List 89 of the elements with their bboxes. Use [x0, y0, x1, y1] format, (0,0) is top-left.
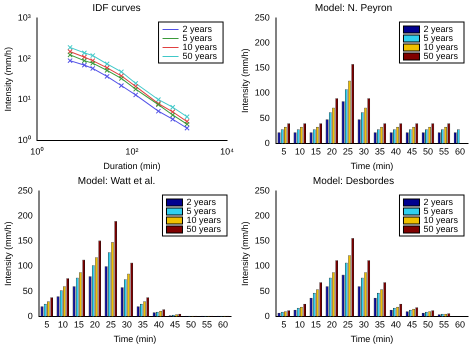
y-axis-title: Intensity (mm/h): [2, 46, 13, 112]
y-tick-label: 250: [254, 12, 270, 22]
legend-label: 5 years: [182, 32, 213, 43]
x-tick-label: 30: [358, 319, 369, 330]
x-axis-title: Time (min): [350, 161, 394, 172]
x-tick-label: 10: [294, 319, 305, 330]
x-tick-label: 15: [74, 319, 84, 330]
legend-label: 5 years: [423, 32, 454, 43]
legend-label: 5 years: [423, 206, 454, 216]
x-tick-label: 30: [358, 146, 369, 156]
chart-title: Model: Watt et al.: [78, 176, 156, 187]
legend-label: 2 years: [423, 24, 454, 34]
y-tick-label: 10¹: [18, 94, 31, 104]
legend-label: 10 years: [186, 214, 222, 225]
x-tick-label: 15: [310, 146, 321, 156]
x-axis-title: Time (min): [350, 334, 394, 344]
x-tick-label: 50: [186, 319, 196, 330]
x-tick-label: 40: [390, 319, 401, 330]
x-axis-title: Time (min): [114, 334, 156, 344]
y-axis-title: Intensity (mm/h): [240, 221, 250, 286]
y-axis-title: Intensity (mm/h): [240, 48, 250, 113]
x-tick-label: 5: [281, 146, 286, 156]
y-tick-label: 200: [254, 210, 270, 221]
x-tick-label: 20: [326, 146, 337, 156]
x-tick-label: 30: [122, 319, 132, 330]
x-tick-label: 10: [58, 319, 68, 330]
x-tick-label: 60: [454, 319, 465, 330]
y-tick-label: 100: [254, 260, 270, 271]
y-tick-label: 250: [254, 185, 270, 196]
x-tick-label: 50: [422, 146, 433, 156]
x-axis-title: Duration (min): [103, 161, 160, 172]
x-tick-label: 10⁴: [220, 146, 234, 156]
x-tick-label: 45: [406, 319, 417, 330]
chart-title: Model: N. Peyron: [314, 2, 392, 14]
x-tick-label: 45: [170, 319, 180, 330]
x-tick-label: 35: [138, 319, 148, 330]
x-tick-label: 10: [294, 146, 305, 156]
x-tick-label: 5: [281, 319, 286, 330]
x-tick-label: 20: [90, 319, 100, 330]
x-tick-label: 60: [454, 146, 465, 156]
x-tick-label: 50: [422, 319, 433, 330]
y-tick-label: 200: [254, 38, 270, 48]
x-tick-label: 40: [390, 146, 401, 156]
x-tick-label: 20: [326, 319, 337, 330]
legend-label: 50 years: [423, 224, 458, 234]
x-tick-label: 25: [106, 319, 116, 330]
chart-title: Model: Desbordes: [312, 176, 394, 187]
y-tick-label: 50: [260, 286, 270, 296]
legend-label: 50 years: [186, 224, 222, 234]
x-tick-label: 35: [374, 146, 385, 156]
y-tick-label: 150: [254, 236, 270, 246]
y-tick-label: 150: [18, 236, 33, 246]
x-tick-label: 10⁰: [30, 146, 44, 156]
y-tick-label: 0: [264, 310, 270, 321]
x-tick-label: 55: [438, 319, 449, 330]
x-tick-label: 35: [374, 319, 385, 330]
legend-label: 2 years: [186, 196, 216, 207]
legend-label: 50 years: [423, 50, 458, 61]
x-tick-label: 15: [310, 319, 321, 330]
y-tick-label: 10²: [18, 53, 31, 64]
y-tick-label: 50: [260, 112, 270, 123]
legend-label: 2 years: [423, 196, 454, 207]
legend-label: 2 years: [182, 24, 213, 34]
x-tick-label: 55: [438, 146, 449, 156]
legend-label: 10 years: [423, 42, 458, 52]
x-tick-label: 60: [218, 319, 228, 330]
chart-title: IDF curves: [92, 2, 141, 14]
legend-label: 10 years: [423, 214, 458, 225]
x-tick-label: 55: [202, 319, 212, 330]
y-tick-label: 100: [18, 260, 33, 271]
x-tick-label: 25: [342, 319, 353, 330]
legend-label: 5 years: [186, 206, 216, 216]
legend-label: 10 years: [182, 42, 218, 52]
y-tick-label: 100: [254, 88, 270, 98]
y-tick-label: 250: [18, 185, 33, 196]
x-tick-label: 40: [154, 319, 164, 330]
y-tick-label: 200: [18, 210, 33, 221]
y-axis-title: Intensity (mm/h): [2, 221, 13, 286]
x-tick-label: 5: [44, 319, 50, 330]
y-tick-label: 150: [254, 62, 270, 73]
y-tick-label: 0: [28, 310, 33, 321]
y-tick-label: 0: [264, 138, 270, 148]
x-tick-label: 45: [406, 146, 417, 156]
y-tick-label: 10⁰: [18, 134, 31, 145]
y-tick-label: 50: [22, 286, 33, 296]
y-tick-label: 10³: [18, 12, 31, 22]
x-tick-label: 25: [342, 146, 353, 156]
x-tick-label: 10²: [125, 146, 138, 156]
legend-label: 50 years: [182, 50, 218, 61]
